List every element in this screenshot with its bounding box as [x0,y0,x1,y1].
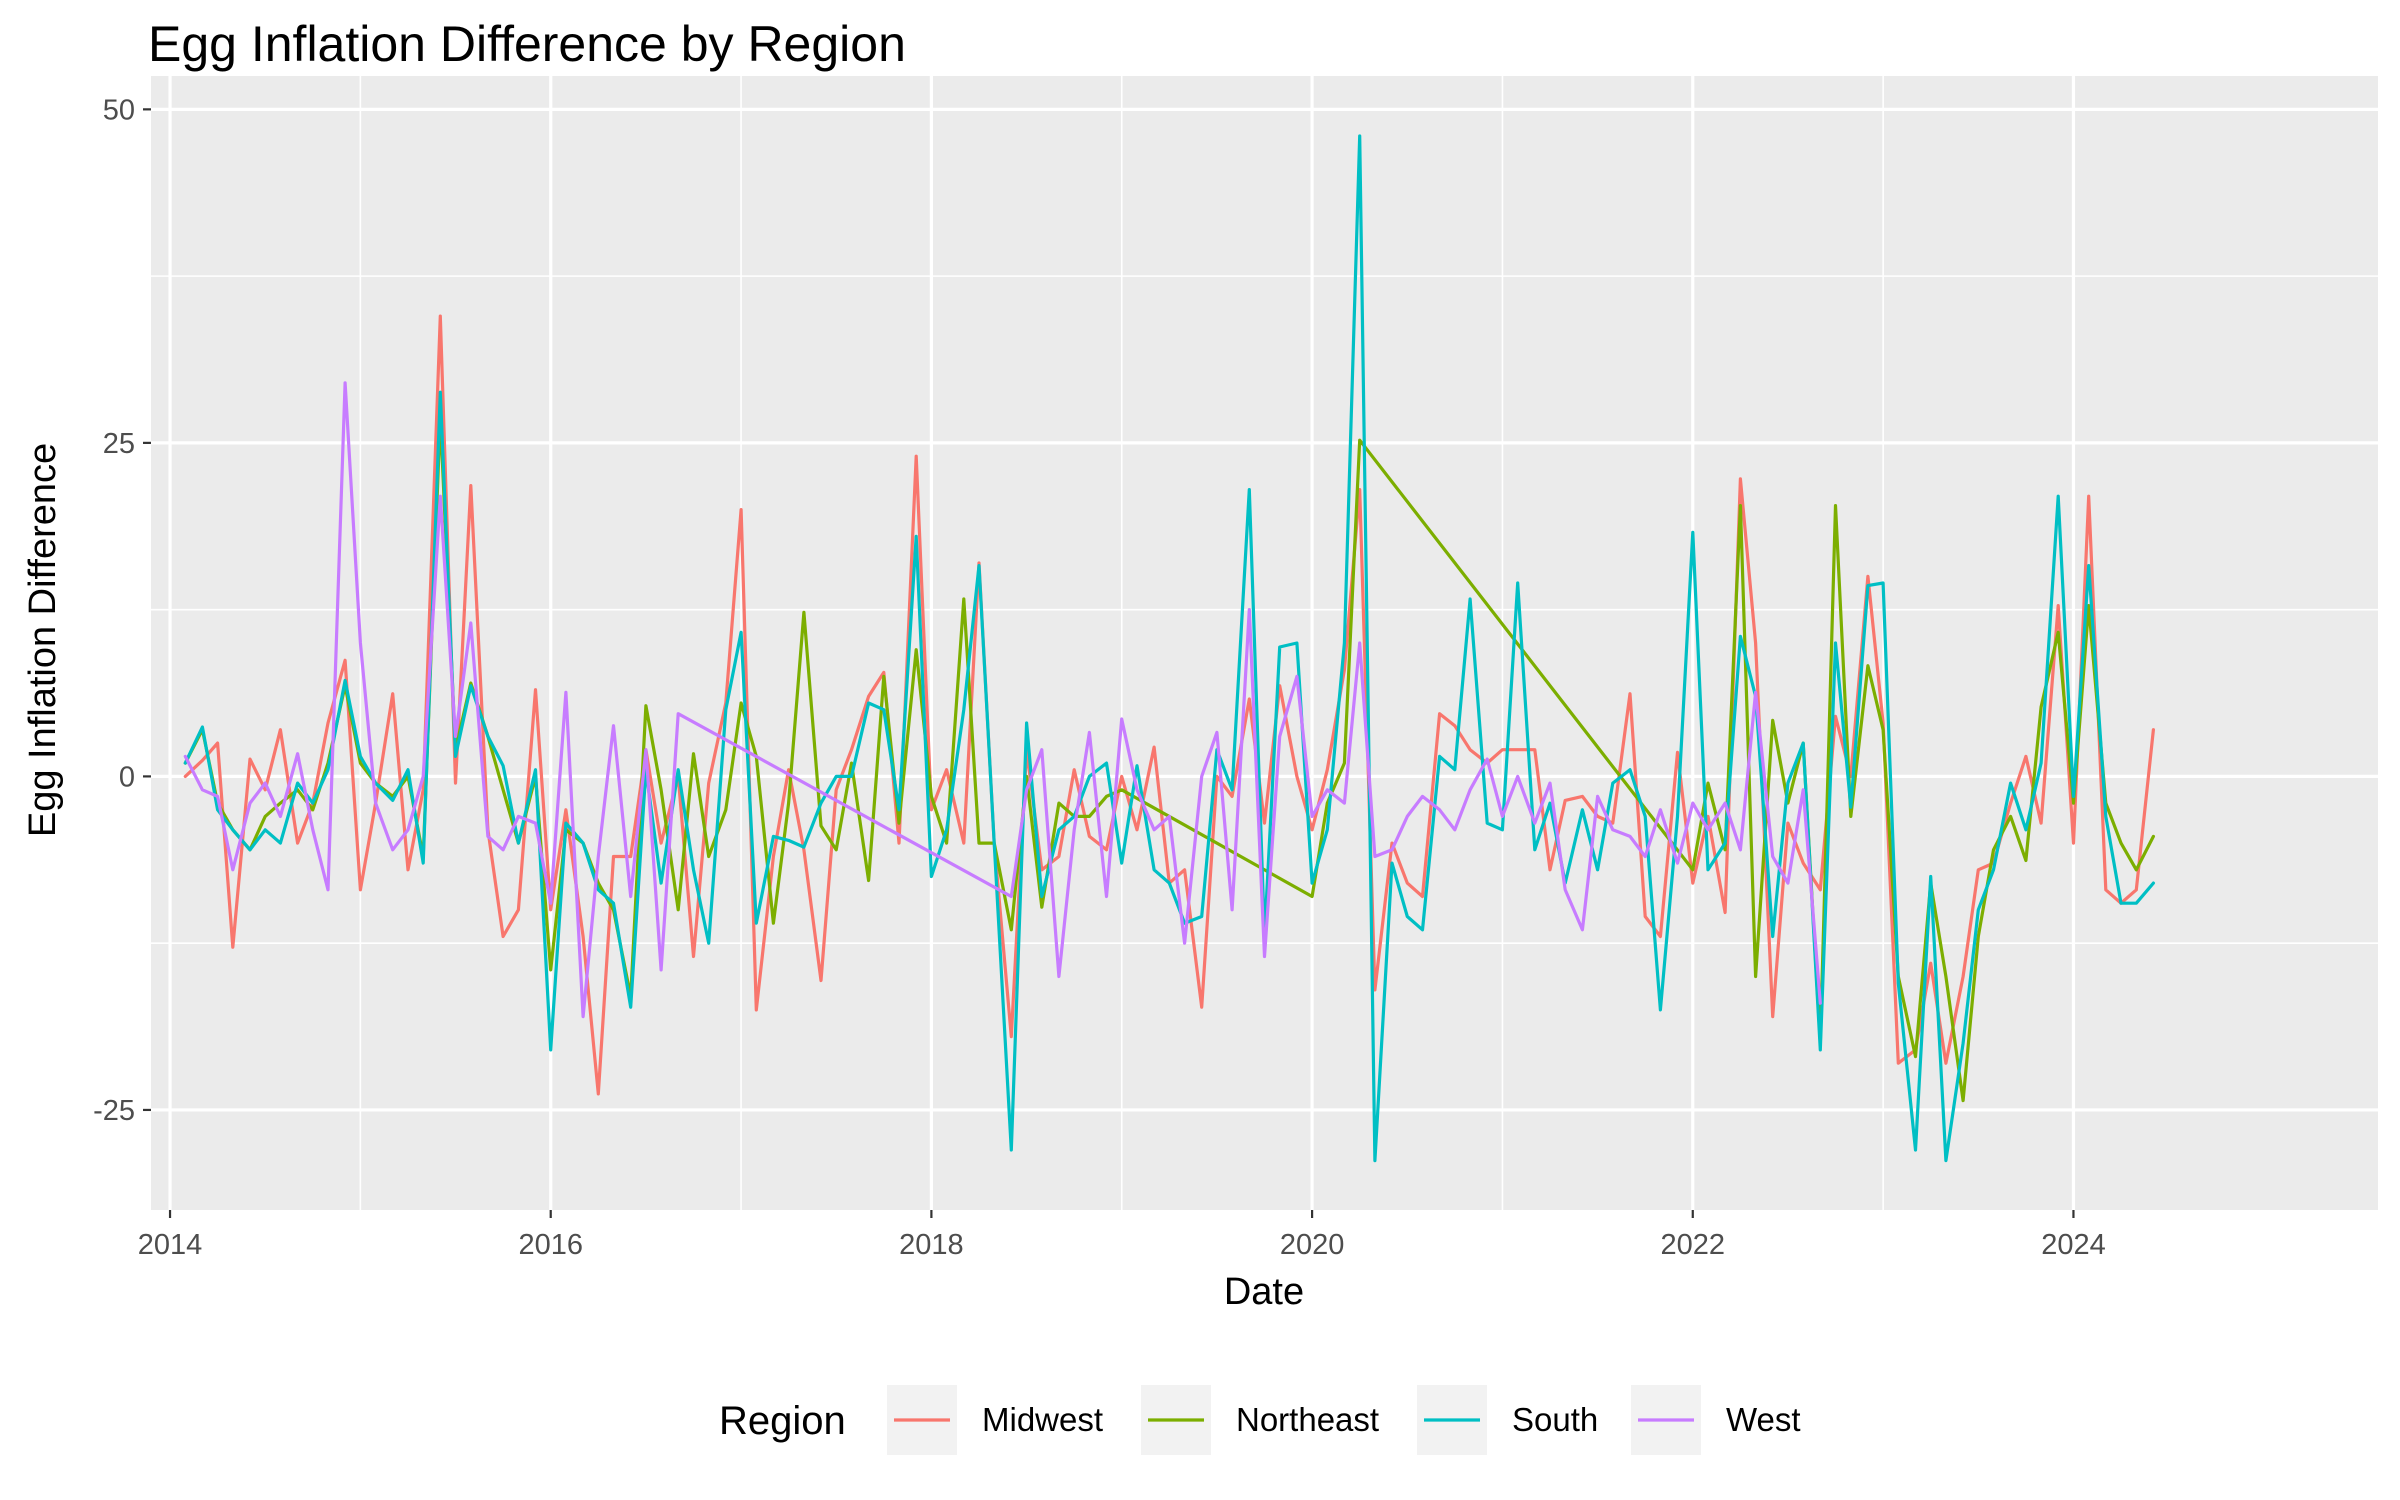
legend-label-west: West [1726,1401,1801,1438]
x-tick-label: 2016 [518,1229,583,1261]
legend-label-midwest: Midwest [982,1401,1103,1438]
y-axis-title: Egg Inflation Difference [22,443,64,837]
y-tick-label: 25 [103,428,135,460]
major-gridlines [151,76,2378,1210]
series-line-south [183,134,2155,1163]
y-axis: -25 0 25 50 [93,94,151,1127]
series-lines [183,134,2155,1163]
x-tick-label: 2018 [899,1229,964,1261]
x-axis: 2014 2016 2018 2020 2022 2024 [138,1210,2106,1261]
legend-title: Region [719,1399,846,1443]
y-tick-label: 0 [119,761,135,793]
legend: Region Midwest Northeast South West [719,1385,1801,1455]
chart-title: Egg Inflation Difference by Region [148,16,906,72]
x-tick-label: 2022 [1661,1229,1726,1261]
series-line-west [183,381,1822,1019]
legend-label-northeast: Northeast [1236,1401,1379,1438]
plot-panel [151,76,2378,1210]
x-tick-label: 2020 [1280,1229,1345,1261]
y-tick-label: 50 [103,94,135,126]
y-tick-label: -25 [93,1095,135,1127]
x-tick-label: 2014 [138,1229,203,1261]
x-axis-title: Date [1224,1271,1304,1313]
legend-label-south: South [1512,1401,1598,1438]
x-tick-label: 2024 [2041,1229,2106,1261]
